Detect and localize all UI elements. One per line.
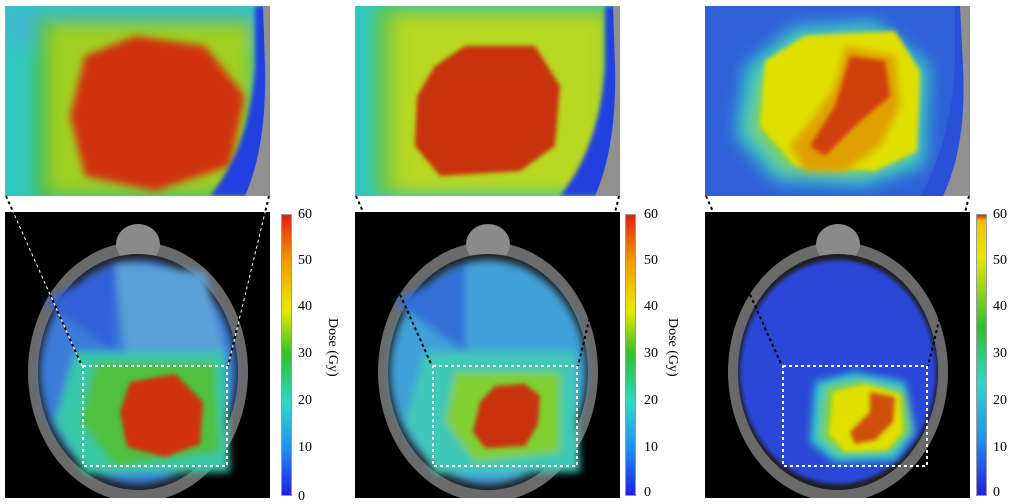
colorbar-label-b: Dose (Gy) [665, 318, 680, 377]
tick-0: 0 [298, 489, 305, 504]
tick-30: 30 [644, 346, 658, 361]
tick-50: 50 [298, 253, 312, 268]
colorbar-b [625, 214, 636, 496]
zoom-connector-lines-c [705, 195, 970, 367]
ct-slice-a [5, 212, 270, 498]
tick-50: 50 [993, 253, 1007, 268]
colorbar-label-a: Dose (Gy) [325, 318, 340, 377]
tick-0: 0 [993, 485, 1000, 500]
tick-60: 60 [644, 207, 658, 222]
colorbar-a [281, 214, 292, 496]
panel-plan-b: 60 50 40 30 20 10 0 Dose (Gy) [350, 0, 690, 502]
tick-10: 10 [644, 440, 658, 455]
zoom-connector-lines-a [5, 195, 270, 367]
tick-20: 20 [644, 393, 658, 408]
ct-slice-c [705, 212, 970, 498]
tick-30: 30 [298, 346, 312, 361]
zoom-view-a [5, 6, 270, 196]
zoom-connector-lines-b [355, 195, 620, 367]
zoom-view-b [355, 6, 620, 196]
tick-40: 40 [298, 299, 312, 314]
tick-50: 50 [644, 253, 658, 268]
tick-40: 40 [644, 299, 658, 314]
tick-20: 20 [298, 393, 312, 408]
tick-40: 40 [993, 299, 1007, 314]
tick-60: 60 [993, 207, 1007, 222]
panel-plan-c: 60 50 40 30 20 10 0 [700, 0, 1012, 502]
tick-30: 30 [993, 346, 1007, 361]
tick-0: 0 [644, 485, 651, 500]
panel-plan-a: 60 50 40 30 20 10 0 Dose (Gy) [0, 0, 340, 504]
tick-20: 20 [993, 393, 1007, 408]
ct-slice-b [355, 212, 620, 498]
tick-60: 60 [298, 207, 312, 222]
tick-10: 10 [298, 440, 312, 455]
tick-10: 10 [993, 440, 1007, 455]
colorbar-c [976, 214, 987, 496]
zoom-view-c [705, 6, 970, 196]
